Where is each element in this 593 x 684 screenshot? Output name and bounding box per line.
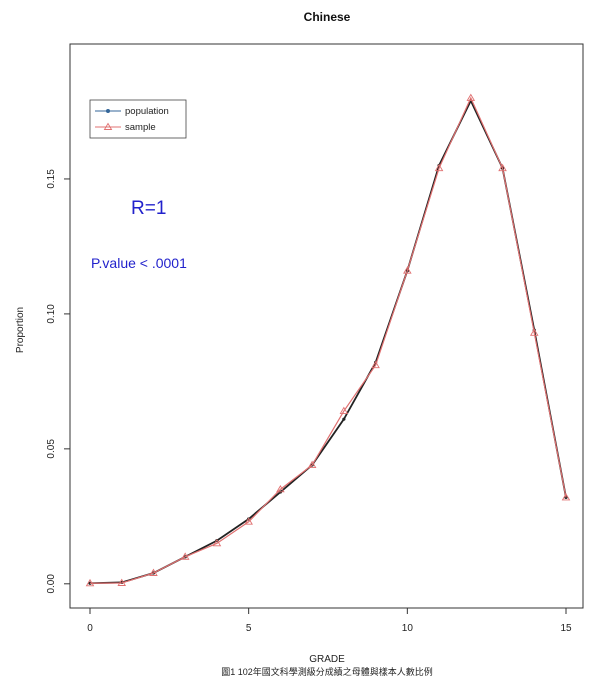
y-axis-title: Proportion: [15, 307, 26, 353]
x-tick-label: 0: [87, 623, 93, 634]
y-axis: 0.00 0.05 0.10 0.15: [46, 169, 71, 594]
chart-title: Chinese: [304, 10, 351, 24]
x-tick-label: 5: [246, 623, 252, 634]
x-axis: 0 5 10 15: [87, 607, 572, 634]
sample-point: [276, 484, 285, 493]
sample-line: [89, 96, 567, 584]
sample-point: [371, 360, 380, 369]
legend-population-label: population: [125, 106, 169, 117]
figure-caption: 圖1 102年國文科學測級分成績之母體與樣本人數比例: [221, 666, 433, 677]
sample-point: [466, 93, 476, 101]
sample-point: [117, 578, 127, 586]
y-tick-label: 0.00: [46, 574, 57, 594]
sample-point: [529, 328, 539, 336]
sample-point: [403, 266, 412, 274]
sample-point: [434, 163, 444, 172]
population-line: [89, 98, 567, 585]
sample-point: [498, 163, 507, 172]
sample-point: [339, 406, 349, 415]
sample-point: [561, 493, 571, 501]
x-axis-title: GRADE: [309, 654, 345, 665]
sample-point: [149, 568, 158, 576]
annotation-p-value: P.value < .0001: [91, 255, 187, 271]
sample-point: [307, 460, 317, 468]
legend-sample-marker: [103, 122, 113, 130]
legend-box: [89, 99, 187, 139]
legend-sample-label: sample: [125, 122, 156, 133]
y-tick-label: 0.15: [46, 169, 57, 189]
x-tick-label: 10: [402, 623, 414, 634]
sample-point: [244, 517, 253, 525]
population-point: [342, 417, 346, 421]
y-tick-label: 0.05: [46, 439, 57, 459]
x-tick-label: 15: [560, 623, 572, 634]
annotation-r-value: R=1: [131, 198, 166, 219]
legend: population sample: [89, 99, 187, 139]
y-tick-label: 0.10: [46, 304, 57, 324]
legend-population-marker: [106, 109, 110, 113]
series-layer: [85, 93, 571, 587]
sample-point: [212, 538, 222, 547]
sample-point: [180, 552, 190, 560]
sample-point: [85, 578, 95, 587]
